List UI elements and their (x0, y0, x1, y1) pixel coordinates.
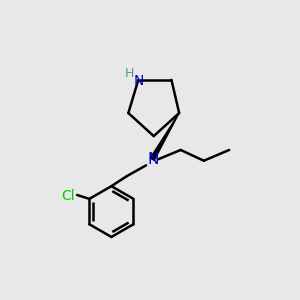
Text: N: N (147, 152, 159, 167)
Text: Cl: Cl (61, 189, 75, 203)
Text: H: H (125, 67, 135, 80)
Polygon shape (150, 113, 179, 160)
Text: N: N (134, 74, 144, 88)
